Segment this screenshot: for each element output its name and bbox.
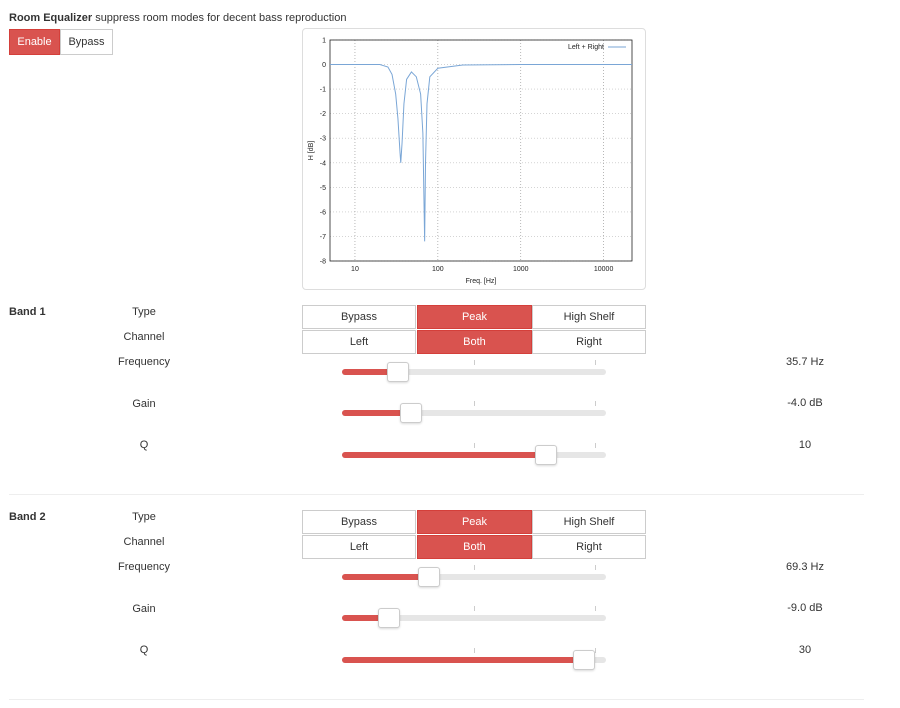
slider-knob[interactable]	[400, 403, 422, 423]
value-label: -9.0 dB	[787, 602, 823, 614]
slider-knob[interactable]	[378, 608, 400, 628]
line-series	[330, 64, 632, 242]
field-label: Gain	[132, 603, 156, 615]
segment-button[interactable]: Right	[532, 535, 646, 559]
slider-tick	[474, 443, 475, 448]
slider-tick	[474, 360, 475, 365]
field-label: Type	[132, 511, 156, 523]
separator	[9, 494, 864, 495]
separator	[9, 699, 864, 700]
slider-fill	[342, 410, 411, 416]
band-title: Band 2	[9, 511, 46, 523]
field-label: Frequency	[118, 561, 170, 573]
slider-track	[342, 615, 606, 621]
segment-button[interactable]: Peak	[417, 305, 532, 329]
band-title: Band 1	[9, 306, 46, 318]
slider-tick	[595, 443, 596, 448]
plot: -8 -7 -6 -5 -4 -3 -2 -1 0 1 10 100 1000 10000 Freq. [H…	[308, 38, 633, 285]
x-tick-label: 1000	[513, 266, 529, 273]
y-tick-label: -3	[320, 136, 326, 143]
y-tick-label: -2	[320, 111, 326, 118]
segment-button[interactable]: Peak	[417, 510, 532, 534]
slider-track	[342, 369, 606, 375]
toggle-button[interactable]: Bypass	[60, 29, 113, 55]
y-tick-label: -5	[320, 185, 326, 192]
field-label: Q	[139, 439, 149, 451]
value-label: 30	[798, 644, 812, 656]
field-label: Frequency	[118, 356, 170, 368]
slider-fill	[342, 657, 584, 663]
y-tick-label: 1	[322, 38, 326, 45]
plot-area	[329, 39, 633, 262]
x-tick-label: 100	[432, 266, 444, 273]
toggle-button[interactable]: Enable	[9, 29, 60, 55]
value-label: 10	[798, 439, 812, 451]
plot-frame	[302, 28, 646, 290]
slider-knob[interactable]	[573, 650, 595, 670]
slider-tick	[474, 565, 475, 570]
slider-tick	[595, 648, 596, 653]
value-label: -4.0 dB	[787, 397, 823, 409]
segment-button[interactable]: Right	[532, 330, 646, 354]
y-axis-label: H [dB]	[308, 141, 315, 161]
slider-track	[342, 410, 606, 416]
x-axis-label: Freq. [Hz]	[466, 278, 497, 285]
slider-fill	[342, 452, 546, 458]
legend-label: Left + Right	[568, 44, 604, 51]
segment-button[interactable]: Bypass	[302, 510, 416, 534]
slider-tick	[595, 606, 596, 611]
segment-button[interactable]: Left	[302, 535, 416, 559]
field-label: Type	[132, 306, 156, 318]
segment-button[interactable]: High Shelf	[532, 305, 646, 329]
slider-tick	[595, 401, 596, 406]
x-tick-label: 10	[351, 266, 359, 273]
field-label: Gain	[132, 398, 156, 410]
slider-track	[342, 574, 606, 580]
slider-tick	[474, 606, 475, 611]
slider-knob[interactable]	[387, 362, 409, 382]
title: Room Equalizer	[9, 12, 93, 24]
slider-knob[interactable]	[535, 445, 557, 465]
field-label: Channel	[123, 331, 165, 343]
field-label: Channel	[123, 536, 165, 548]
value-label: 35.7 Hz	[786, 356, 824, 368]
segment-button[interactable]: Both	[417, 330, 532, 354]
slider-fill	[342, 615, 389, 621]
y-tick-label: 0	[322, 62, 326, 69]
slider-fill	[342, 574, 429, 580]
y-tick-label: -8	[320, 259, 326, 266]
y-tick-label: -4	[320, 160, 326, 167]
y-tick-label: -6	[320, 209, 326, 216]
header: Room Equalizer suppress room modes for d…	[9, 12, 347, 24]
y-tick-label: -7	[320, 234, 326, 241]
segment-button[interactable]: Both	[417, 535, 532, 559]
slider-tick	[474, 401, 475, 406]
slider-fill	[342, 369, 398, 375]
segment-button[interactable]: Bypass	[302, 305, 416, 329]
slider-tick	[474, 648, 475, 653]
slider-tick	[595, 565, 596, 570]
field-label: Q	[139, 644, 149, 656]
segment-button[interactable]: Left	[302, 330, 416, 354]
slider-tick	[595, 360, 596, 365]
value-label: 69.3 Hz	[786, 561, 824, 573]
y-tick-label: -1	[320, 87, 326, 94]
x-tick-label: 10000	[594, 266, 614, 273]
segment-button[interactable]: High Shelf	[532, 510, 646, 534]
slider-knob[interactable]	[418, 567, 440, 587]
subtitle: suppress room modes for decent bass repr…	[95, 12, 347, 24]
